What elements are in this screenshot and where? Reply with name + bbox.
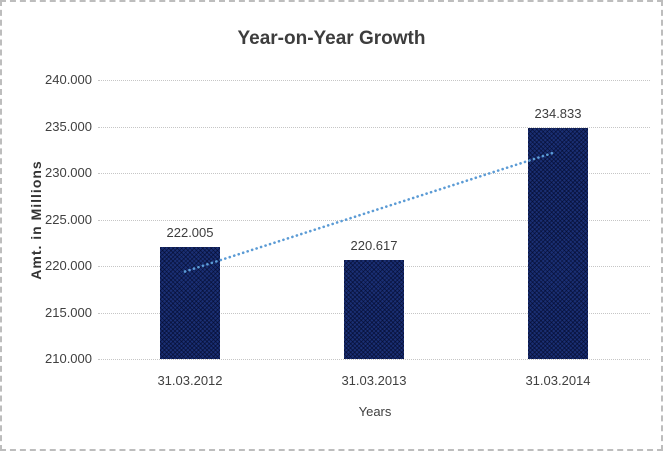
bar-31.03.2013[interactable]	[344, 260, 404, 359]
chart-title: Year-on-Year Growth	[237, 28, 426, 49]
bar-31.03.2012[interactable]	[160, 247, 220, 359]
y-tick-label: 230.000	[45, 165, 92, 180]
trendline[interactable]	[98, 80, 650, 359]
gridline	[98, 359, 650, 360]
y-tick-label: 225.000	[45, 211, 92, 227]
y-tick-label: 235.000	[45, 118, 92, 134]
y-tick-label: 220.000	[45, 258, 92, 273]
y-tick-label: 215.000	[45, 304, 92, 320]
gridline	[98, 173, 650, 174]
gridline	[98, 219, 650, 221]
gridline	[98, 80, 650, 81]
bar-31.03.2014[interactable]	[528, 128, 588, 359]
y-tick-label: 240.000	[45, 72, 92, 87]
plot-area: 222.005 220.617 234.833	[98, 80, 650, 360]
x-tick-label: 31.03.2012	[157, 373, 223, 388]
x-tick-label: 31.03.2013	[341, 373, 407, 388]
gridline	[98, 126, 650, 128]
bar-value-label: 234.833	[534, 106, 582, 122]
x-tick-label: 31.03.2014	[525, 373, 591, 388]
x-axis-title: Years	[358, 404, 392, 419]
bar-value-label: 220.617	[350, 238, 398, 254]
bar-value-label: 222.005	[166, 225, 214, 241]
y-tick-label: 210.000	[45, 351, 92, 366]
